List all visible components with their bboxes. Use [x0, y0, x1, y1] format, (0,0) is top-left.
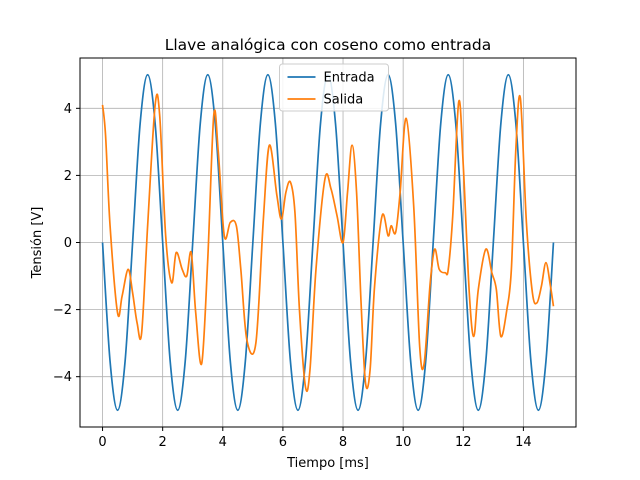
y-tick-label: −2	[53, 303, 72, 318]
chart-title: Llave analógica con coseno como entrada	[165, 36, 492, 54]
x-tick-label: 6	[279, 435, 287, 450]
legend-label: Entrada	[324, 71, 375, 86]
x-tick-label: 14	[515, 435, 532, 450]
y-axis-ticks: −4 −2 0 2 4	[53, 102, 80, 385]
x-tick-label: 2	[159, 435, 167, 450]
x-axis-label: Tiempo [ms]	[286, 456, 369, 471]
x-tick-label: 4	[219, 435, 227, 450]
y-axis-label: Tensión [V]	[30, 207, 45, 280]
x-tick-label: 10	[395, 435, 412, 450]
y-tick-label: −4	[53, 370, 72, 385]
series-line-salida	[101, 93, 555, 392]
x-tick-label: 12	[455, 435, 472, 450]
x-axis-ticks: 0 2 4 6 8 10 12 14	[98, 427, 532, 450]
x-tick-label: 0	[98, 435, 106, 450]
y-tick-label: 4	[64, 102, 72, 117]
legend-label: Salida	[324, 93, 364, 108]
legend: Entrada Salida	[279, 63, 389, 112]
y-tick-label: 2	[64, 169, 72, 184]
x-tick-label: 8	[339, 435, 347, 450]
y-tick-label: 0	[64, 236, 72, 251]
